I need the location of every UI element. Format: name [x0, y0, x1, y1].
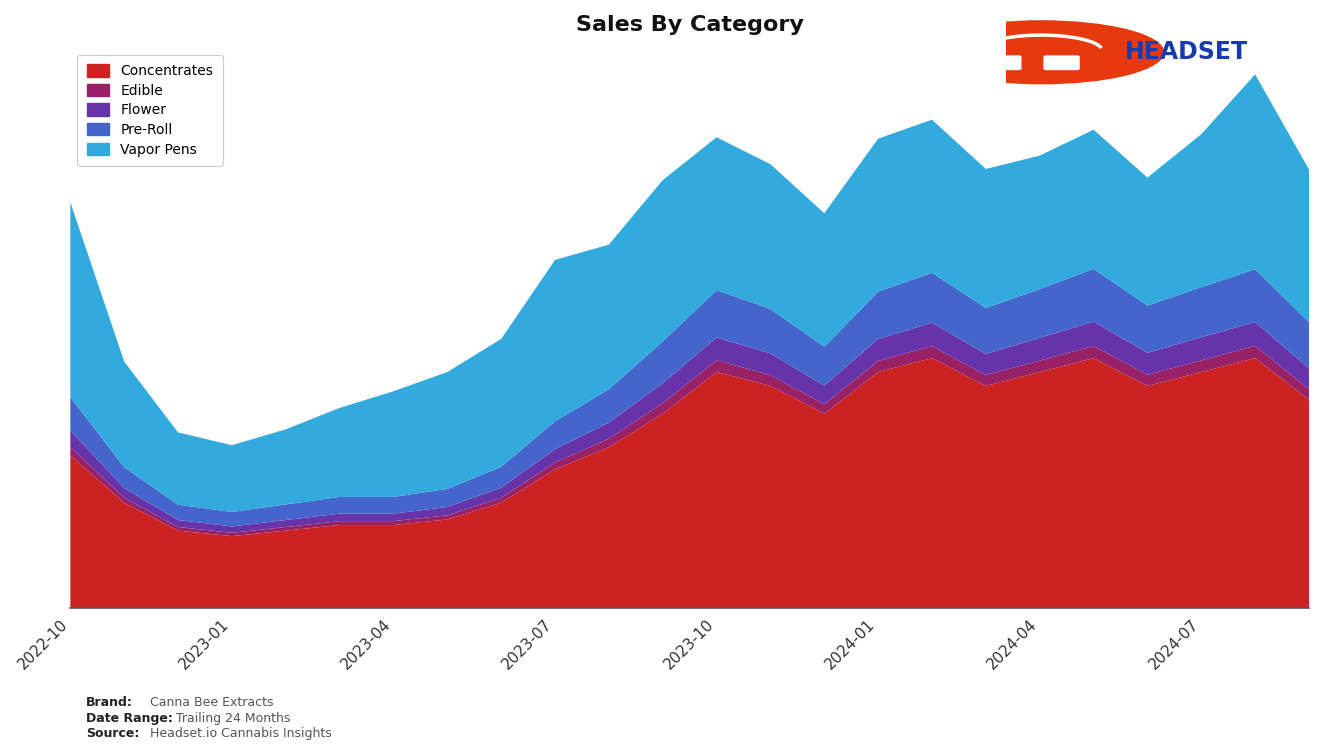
- FancyBboxPatch shape: [1045, 56, 1079, 69]
- Legend: Concentrates, Edible, Flower, Pre-Roll, Vapor Pens: Concentrates, Edible, Flower, Pre-Roll, …: [77, 55, 222, 167]
- Circle shape: [919, 21, 1164, 84]
- Text: Source:: Source:: [86, 728, 139, 740]
- Text: Trailing 24 Months: Trailing 24 Months: [176, 712, 290, 725]
- Text: Canna Bee Extracts: Canna Bee Extracts: [150, 696, 273, 709]
- Text: Date Range:: Date Range:: [86, 712, 173, 725]
- Text: HEADSET: HEADSET: [1125, 40, 1249, 64]
- Text: Headset.io Cannabis Insights: Headset.io Cannabis Insights: [150, 728, 331, 740]
- Text: Brand:: Brand:: [86, 696, 132, 709]
- FancyBboxPatch shape: [986, 56, 1021, 69]
- Title: Sales By Category: Sales By Category: [576, 15, 804, 35]
